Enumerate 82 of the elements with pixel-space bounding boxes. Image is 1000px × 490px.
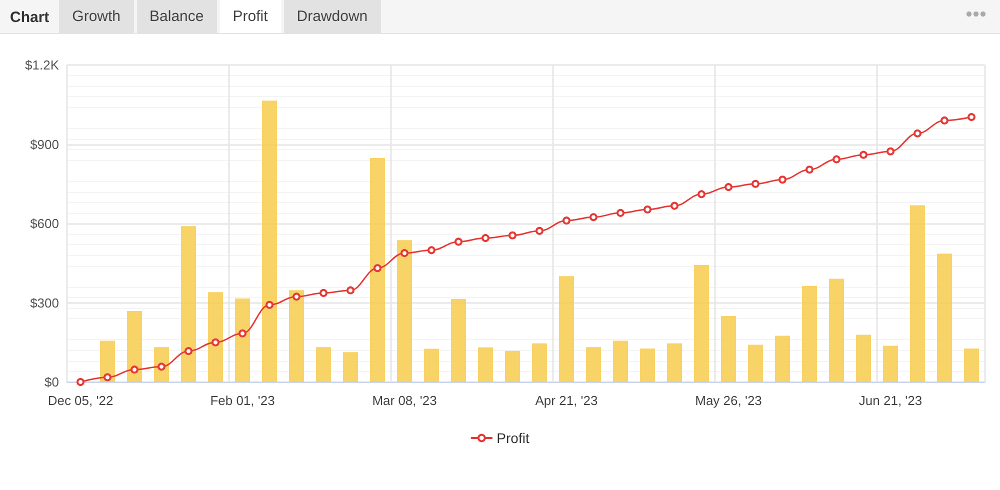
point bbox=[968, 113, 976, 122]
bar bbox=[667, 343, 682, 382]
bar bbox=[829, 278, 844, 382]
y-tick-label: $300 bbox=[30, 295, 59, 310]
bar bbox=[748, 344, 763, 382]
point bbox=[158, 362, 166, 371]
bar bbox=[451, 299, 466, 382]
point bbox=[778, 176, 786, 184]
point bbox=[752, 180, 760, 188]
point bbox=[698, 190, 706, 198]
x-tick-label: Feb 01, '23 bbox=[210, 393, 275, 408]
bar bbox=[397, 240, 412, 382]
bar bbox=[532, 343, 547, 382]
bar bbox=[343, 352, 358, 382]
bar bbox=[181, 226, 196, 382]
y-tick-label: $900 bbox=[30, 136, 59, 152]
bar bbox=[721, 316, 736, 382]
bar bbox=[505, 350, 520, 382]
point bbox=[482, 234, 490, 242]
point bbox=[562, 216, 570, 225]
y-tick-label: $0 bbox=[44, 374, 59, 390]
bar bbox=[559, 276, 574, 382]
point bbox=[508, 231, 516, 240]
point bbox=[104, 373, 112, 382]
point bbox=[940, 116, 948, 124]
point bbox=[914, 129, 922, 138]
point bbox=[184, 347, 192, 356]
bar bbox=[478, 347, 493, 382]
bar bbox=[424, 348, 439, 382]
legend-label: Profit bbox=[496, 430, 530, 446]
point bbox=[616, 208, 624, 217]
bar bbox=[856, 334, 871, 382]
x-tick-label: May 26, '23 bbox=[695, 393, 762, 408]
point bbox=[806, 166, 814, 174]
bar bbox=[883, 346, 898, 382]
point bbox=[292, 292, 300, 301]
bar bbox=[316, 347, 331, 382]
text: Profit bbox=[220, 0, 281, 33]
point bbox=[860, 150, 868, 159]
point bbox=[644, 206, 652, 214]
point bbox=[536, 226, 544, 235]
point bbox=[400, 249, 408, 258]
bar bbox=[262, 100, 277, 382]
bar bbox=[964, 348, 979, 382]
chart-title: Chart bbox=[9, 8, 50, 28]
bar bbox=[694, 264, 709, 382]
point bbox=[320, 288, 328, 297]
bar bbox=[613, 340, 628, 382]
bar bbox=[937, 254, 952, 382]
y-tick-label: $600 bbox=[30, 216, 59, 231]
bar bbox=[370, 158, 385, 382]
point bbox=[212, 338, 220, 346]
point bbox=[590, 213, 598, 222]
bar bbox=[235, 298, 250, 382]
text: Growth bbox=[59, 0, 134, 33]
point bbox=[130, 366, 138, 374]
point bbox=[832, 155, 840, 164]
bar bbox=[289, 290, 304, 382]
bar bbox=[586, 347, 601, 382]
point bbox=[886, 147, 894, 156]
bar bbox=[802, 286, 817, 382]
point bbox=[724, 183, 732, 192]
point bbox=[266, 300, 274, 309]
point bbox=[76, 378, 84, 386]
x-tick-label: Dec 05, '22 bbox=[48, 393, 114, 408]
text: Drawdown bbox=[284, 0, 381, 33]
x-tick-label: Jun 21, '23 bbox=[858, 393, 922, 408]
bar bbox=[910, 205, 925, 382]
point bbox=[428, 246, 436, 254]
point bbox=[238, 329, 246, 338]
bar bbox=[775, 336, 790, 382]
point bbox=[670, 202, 678, 210]
y-tick-label: $1.2K bbox=[25, 58, 60, 72]
text: Balance bbox=[136, 0, 217, 33]
point bbox=[374, 264, 382, 272]
point bbox=[454, 238, 462, 246]
point bbox=[346, 286, 354, 294]
x-tick-label: Mar 08, '23 bbox=[372, 393, 437, 408]
x-tick-label: Apr 21, '23 bbox=[535, 393, 598, 408]
bar bbox=[127, 310, 142, 382]
bar bbox=[640, 348, 655, 382]
bar bbox=[208, 292, 223, 382]
